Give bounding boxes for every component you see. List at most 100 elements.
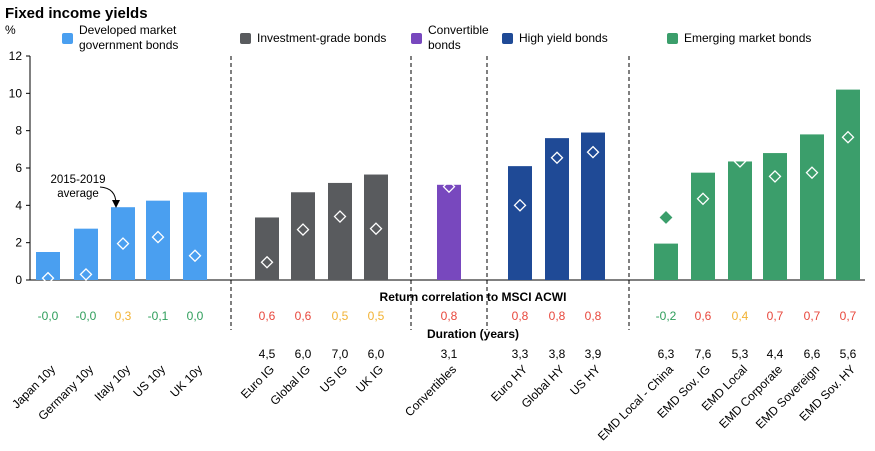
- legend-label: Convertible: [428, 23, 489, 37]
- bar: [691, 172, 715, 280]
- average-marker: [333, 210, 347, 223]
- x-category-label: Convertibles: [402, 362, 459, 419]
- average-marker: [550, 151, 564, 165]
- legend-label: Developed market: [79, 23, 177, 37]
- correlation-value: 0,8: [512, 309, 529, 323]
- bar: [836, 89, 860, 280]
- x-category-label: Global IG: [267, 362, 313, 408]
- correlation-value: -0,1: [148, 309, 169, 323]
- correlation-value: 0,3: [115, 309, 132, 323]
- correlation-value: 0,6: [695, 309, 712, 323]
- average-marker: [513, 198, 527, 212]
- correlation-value: 0,0: [187, 309, 204, 323]
- legend-label: government bonds: [79, 38, 178, 52]
- correlation-value: 0,7: [840, 309, 857, 323]
- legend-swatch: [667, 33, 678, 44]
- bar: [183, 192, 207, 280]
- legend-label: Emerging market bonds: [684, 31, 811, 45]
- average-marker: [841, 130, 855, 144]
- duration-value: 3,3: [512, 347, 529, 361]
- bar: [728, 161, 752, 280]
- correlation-header: Return correlation to MSCI ACWI: [380, 290, 567, 304]
- average-marker: [296, 223, 310, 237]
- legend-swatch: [411, 33, 422, 44]
- average-marker: [442, 180, 456, 194]
- correlation-value: 0,8: [549, 309, 566, 323]
- bars: [36, 89, 860, 280]
- bar: [508, 166, 532, 280]
- bar: [291, 192, 315, 280]
- bar: [74, 228, 98, 280]
- y-tick-label: 8: [15, 124, 22, 138]
- average-marker: [586, 145, 600, 159]
- bar: [364, 174, 388, 280]
- duration-values: 4,5 6,0 7,0 6,0 3,1 3,3 3,8 3,9 6,3 7,6 5,3 4,4 6,6 5…: [259, 347, 857, 361]
- correlation-value: 0,5: [368, 309, 385, 323]
- legend-swatch: [62, 33, 73, 44]
- legend-item: Emerging market bonds: [667, 31, 811, 45]
- duration-value: 5,6: [840, 347, 857, 361]
- legend-item: High yield bonds: [502, 31, 608, 45]
- duration-value: 6,3: [658, 347, 675, 361]
- x-category-label: Italy 10y: [92, 362, 134, 404]
- correlation-value: 0,7: [804, 309, 821, 323]
- correlation-value: -0,0: [38, 309, 59, 323]
- y-tick-label: 12: [9, 49, 23, 63]
- x-category-label: UK IG: [353, 362, 386, 395]
- legend-label: bonds: [428, 38, 461, 52]
- legend-label: Investment-grade bonds: [257, 31, 386, 45]
- x-category-label: US HY: [567, 362, 603, 398]
- duration-value: 7,0: [332, 347, 349, 361]
- bar: [146, 200, 170, 280]
- correlation-value: -0,0: [76, 309, 97, 323]
- average-marker: [659, 211, 673, 224]
- correlation-values: -0,0 -0,0 0,3 -0,1 0,0 0,6 0,6 0,5 0,5 0,8 0,8 0,8 0…: [38, 309, 857, 323]
- bar: [255, 217, 279, 280]
- average-marker: [805, 166, 819, 180]
- correlation-value: 0,4: [732, 309, 749, 323]
- y-tick-label: 4: [15, 198, 22, 212]
- average-annotation: 2015-2019 average: [51, 174, 120, 208]
- bar: [437, 184, 461, 280]
- legend-label: High yield bonds: [519, 31, 608, 45]
- y-tick-label: 2: [15, 236, 22, 250]
- duration-value: 5,3: [732, 347, 749, 361]
- average-marker: [696, 192, 710, 206]
- x-category-label: EMD Corporate: [716, 362, 785, 431]
- correlation-value: 0,6: [295, 309, 312, 323]
- y-tick-label: 6: [15, 161, 22, 175]
- bar: [654, 243, 678, 280]
- average-marker: [733, 155, 747, 168]
- bar: [328, 182, 352, 280]
- legend-swatch: [240, 33, 251, 44]
- bar: [111, 207, 135, 280]
- bar: [763, 153, 787, 280]
- correlation-value: 0,8: [441, 309, 458, 323]
- x-category-label: US 10y: [130, 362, 168, 400]
- bar: [800, 134, 824, 280]
- correlation-value: 0,8: [585, 309, 602, 323]
- duration-value: 6,0: [295, 347, 312, 361]
- correlation-value: 0,5: [332, 309, 349, 323]
- legend-swatch: [502, 33, 513, 44]
- duration-value: 6,6: [804, 347, 821, 361]
- x-category-label: US IG: [317, 362, 350, 395]
- average-marker: [79, 267, 93, 281]
- duration-value: 4,5: [259, 347, 276, 361]
- y-tick-label: 10: [9, 86, 23, 100]
- average-marker: [41, 271, 55, 285]
- legend-item: Investment-grade bonds: [240, 31, 386, 45]
- bar: [545, 138, 569, 280]
- bar: [581, 132, 605, 280]
- x-category-label: UK 10y: [167, 362, 205, 400]
- duration-value: 3,1: [441, 347, 458, 361]
- annotation-text-line-2: average: [57, 188, 99, 200]
- chart-title: Fixed income yields: [5, 5, 148, 22]
- duration-value: 7,6: [695, 347, 712, 361]
- correlation-value: -0,2: [656, 309, 677, 323]
- annotation-arrowhead: [112, 200, 120, 208]
- average-marker: [768, 169, 782, 183]
